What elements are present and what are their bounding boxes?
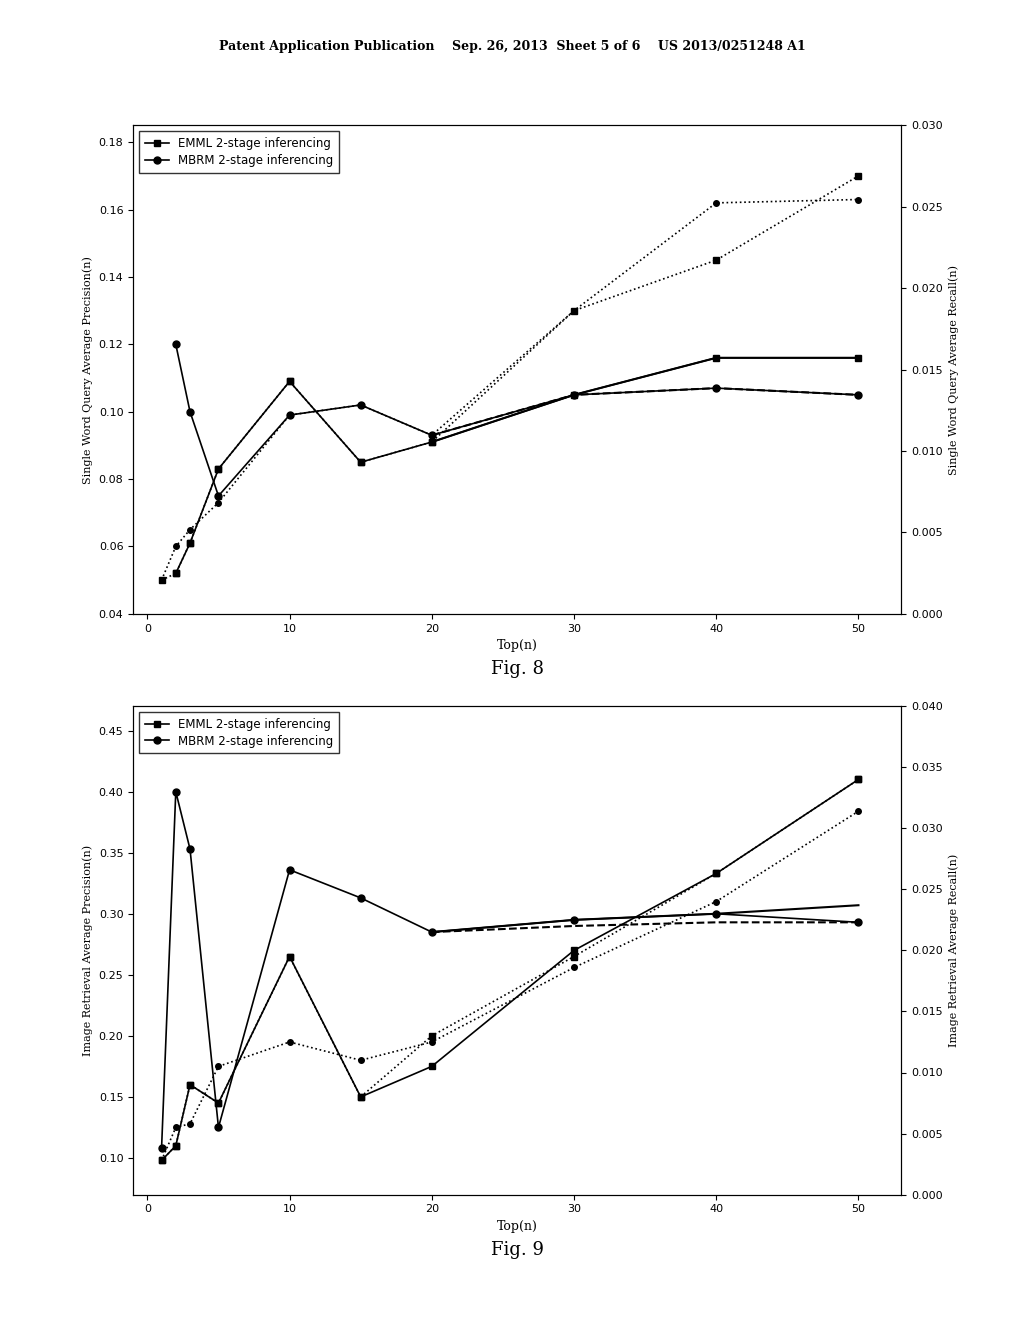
- X-axis label: Top(n): Top(n): [497, 1220, 538, 1233]
- Y-axis label: Single Word Query Average Precision(n): Single Word Query Average Precision(n): [83, 256, 93, 483]
- X-axis label: Top(n): Top(n): [497, 639, 538, 652]
- Text: Patent Application Publication    Sep. 26, 2013  Sheet 5 of 6    US 2013/0251248: Patent Application Publication Sep. 26, …: [219, 40, 805, 53]
- Y-axis label: Image Retrieval Average Precision(n): Image Retrieval Average Precision(n): [83, 845, 93, 1056]
- Y-axis label: Single Word Query Average Recall(n): Single Word Query Average Recall(n): [948, 264, 958, 475]
- Y-axis label: Image Retrieval Average Recall(n): Image Retrieval Average Recall(n): [948, 854, 958, 1047]
- Text: Fig. 8: Fig. 8: [490, 660, 544, 678]
- Text: Fig. 9: Fig. 9: [490, 1241, 544, 1259]
- Legend: EMML 2-stage inferencing, MBRM 2-stage inferencing: EMML 2-stage inferencing, MBRM 2-stage i…: [139, 131, 339, 173]
- Legend: EMML 2-stage inferencing, MBRM 2-stage inferencing: EMML 2-stage inferencing, MBRM 2-stage i…: [139, 711, 339, 754]
